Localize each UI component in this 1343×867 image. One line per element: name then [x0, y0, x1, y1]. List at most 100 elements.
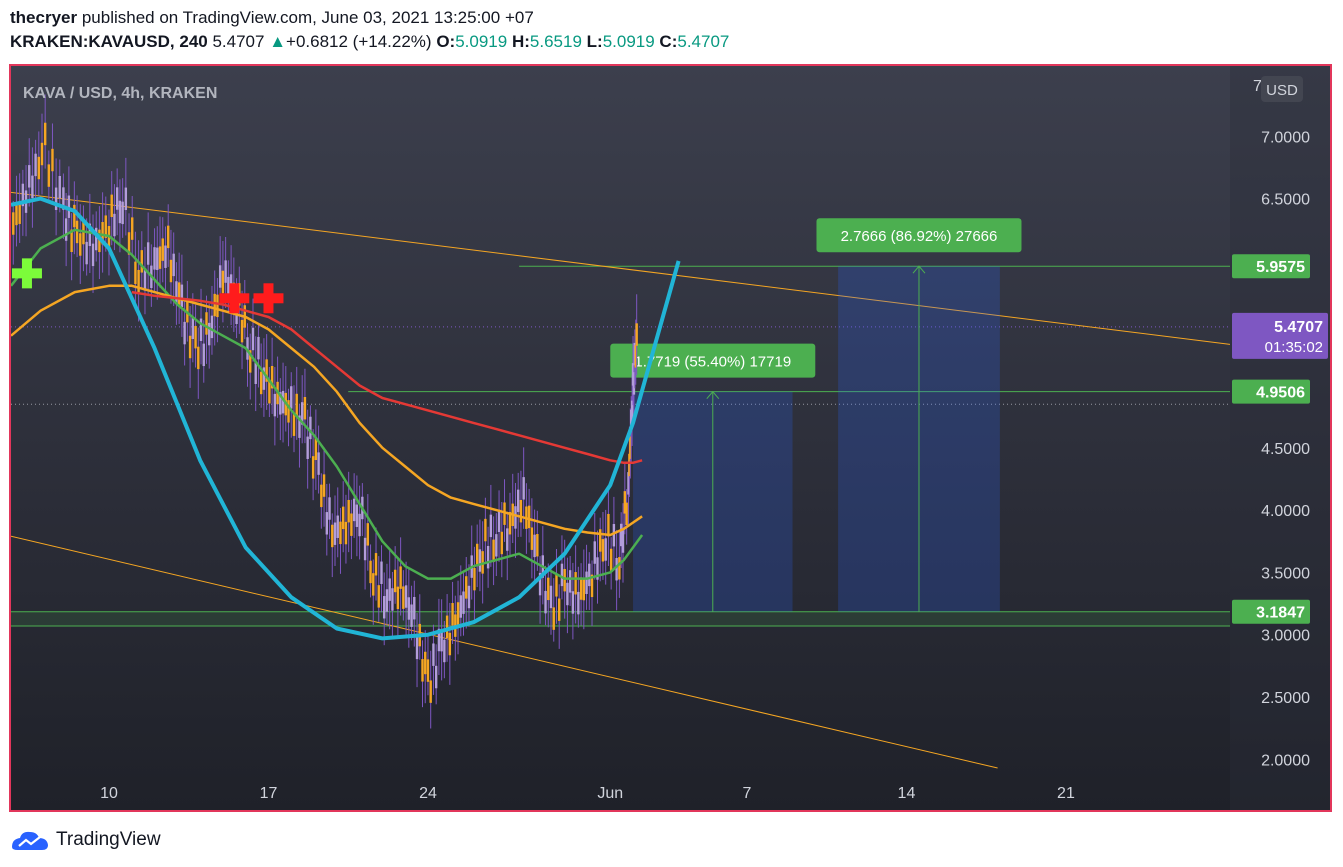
- candle-body: [426, 659, 430, 682]
- candle-body: [331, 524, 334, 548]
- candle-body: [588, 563, 591, 587]
- candle-body: [134, 261, 137, 285]
- candle-body: [82, 221, 85, 245]
- candle-body: [177, 282, 181, 305]
- close-value: 5.4707: [677, 32, 730, 51]
- candle-body: [137, 269, 140, 293]
- candle-body: [199, 318, 203, 341]
- candle-body: [292, 413, 296, 436]
- candle-body: [113, 213, 116, 237]
- candle-body: [627, 472, 630, 495]
- candle-body: [257, 336, 260, 360]
- candle-body: [462, 591, 465, 614]
- candle-body: [287, 400, 290, 423]
- y-tick-label: 3.5000: [1261, 565, 1310, 582]
- candle-body: [625, 502, 628, 526]
- candle-body: [369, 560, 372, 584]
- price-chart[interactable]: 1.7719 (55.40%) 17719 2.7666 (86.92%) 276…: [11, 66, 1330, 810]
- candle-body: [358, 513, 361, 537]
- candle-body: [183, 321, 186, 345]
- candle-body: [54, 187, 58, 211]
- candle-body: [342, 506, 345, 530]
- candle-body: [350, 513, 353, 536]
- candle-body: [497, 509, 501, 533]
- candle-body: [473, 567, 476, 591]
- candle-body: [481, 551, 484, 574]
- change-up-icon: ▲: [269, 32, 287, 51]
- candle-body: [445, 615, 449, 639]
- candle-body: [67, 195, 71, 218]
- tradingview-logo-icon[interactable]: [10, 829, 50, 851]
- candle-body: [180, 284, 184, 308]
- candle-body: [143, 268, 147, 291]
- price-axis: [1230, 66, 1330, 810]
- series-line-4: [11, 196, 681, 641]
- candle-body: [221, 270, 225, 294]
- candle-body: [484, 518, 487, 542]
- candle-body: [37, 156, 40, 180]
- candle-body: [254, 361, 257, 384]
- chart-panel[interactable]: 1.7719 (55.40%) 17719 2.7666 (86.92%) 276…: [9, 64, 1332, 812]
- candle-body: [558, 598, 561, 621]
- x-tick-label: 10: [100, 785, 118, 802]
- trendline-2: [11, 535, 998, 769]
- marker-bar-v: [263, 283, 274, 314]
- candle-body: [333, 522, 337, 545]
- trendline-1: [11, 191, 1231, 345]
- candle-body: [465, 576, 468, 599]
- candle-body: [634, 345, 637, 368]
- candle-body: [429, 680, 432, 703]
- author-name[interactable]: thecryer: [10, 8, 78, 27]
- y-tick-label: 4.0000: [1261, 503, 1310, 520]
- marker-bar-v: [21, 258, 32, 289]
- candle-body: [251, 327, 255, 351]
- candle-body: [607, 513, 610, 537]
- candle-body: [309, 416, 312, 440]
- candle-body: [70, 229, 73, 253]
- candle-body: [240, 319, 244, 343]
- candle-body: [34, 153, 37, 177]
- candle-body: [259, 371, 263, 395]
- candle-body: [579, 577, 583, 600]
- candle-body: [322, 474, 326, 497]
- candle-body: [533, 534, 536, 558]
- y-tick-label: 2.5000: [1261, 690, 1310, 707]
- candle-body: [519, 499, 523, 523]
- candle-body: [582, 577, 586, 601]
- candle-body: [402, 586, 405, 609]
- y-tick-label: 4.5000: [1261, 441, 1310, 458]
- candle-body: [118, 200, 122, 224]
- price-tag: [1232, 379, 1310, 404]
- candle-body: [31, 175, 34, 199]
- measure-label-2: 2.7666 (86.92%) 27666: [841, 228, 998, 245]
- candle-body: [451, 603, 454, 626]
- candle-body: [175, 281, 178, 304]
- candle-body: [568, 570, 572, 593]
- candle-body: [227, 276, 230, 300]
- candle-body: [73, 204, 76, 228]
- candle-body: [79, 233, 82, 256]
- open-value: 5.0919: [455, 32, 508, 51]
- open-label: O:: [436, 32, 456, 51]
- candle-body: [516, 489, 520, 513]
- candle-body: [172, 253, 175, 277]
- last-price-tag: [1232, 312, 1328, 359]
- measure-arrowhead-1: [706, 390, 720, 399]
- candle-body: [410, 604, 413, 627]
- price-tag: [1232, 254, 1310, 279]
- footer-brand[interactable]: TradingView: [56, 829, 161, 850]
- currency-button-label: USD: [1266, 82, 1298, 99]
- last-price: 5.4707: [212, 32, 265, 51]
- candle-body: [265, 359, 268, 382]
- candle-body: [618, 557, 621, 580]
- candle-body: [547, 577, 550, 601]
- candle-body: [585, 571, 588, 594]
- chart-title: KAVA / USD, 4h, KRAKEN: [23, 85, 217, 102]
- x-tick-label: 7: [743, 785, 752, 802]
- candle-body: [383, 596, 386, 619]
- candle-body: [599, 529, 602, 552]
- candle-body: [415, 636, 419, 660]
- candle-body: [311, 456, 315, 479]
- candle-body: [372, 573, 375, 596]
- candle-body: [596, 557, 599, 580]
